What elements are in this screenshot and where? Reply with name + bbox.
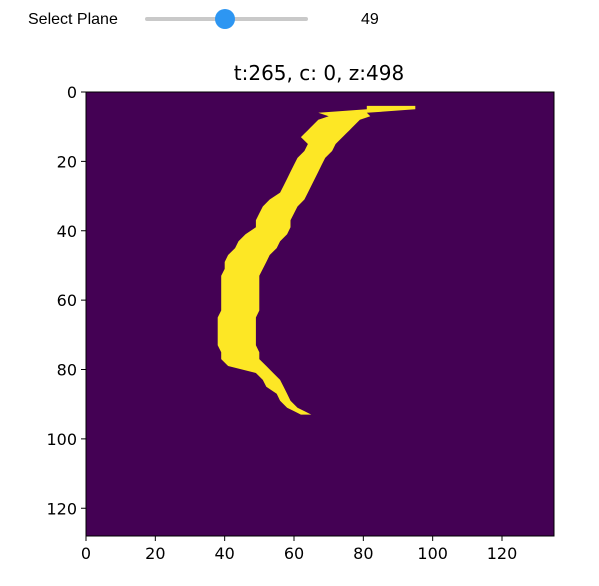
plot-area	[85, 91, 555, 537]
plane-slider-handle[interactable]	[215, 9, 235, 29]
y-tick-label: 0	[67, 83, 77, 102]
y-tick-label: 60	[57, 291, 77, 310]
y-tick-label: 20	[57, 152, 77, 171]
x-tick-label: 60	[284, 544, 304, 563]
y-tick-label: 40	[57, 222, 77, 241]
y-tick-label: 100	[46, 430, 77, 449]
x-tick-label: 80	[353, 544, 373, 563]
x-tick-label: 20	[145, 544, 165, 563]
x-tick-label: 120	[487, 544, 518, 563]
plot-title: t:265, c: 0, z:498	[234, 61, 404, 85]
x-axis: 0 20 40 60 80 100 120	[81, 536, 517, 563]
plot-frame	[85, 91, 555, 537]
x-tick-label: 100	[417, 544, 448, 563]
segmentation-mask-plot: t:265, c: 0, z:498 0 20 40 60 80 100 120 0 20 40…	[46, 61, 555, 563]
plane-selector: Select Plane 49	[0, 0, 599, 40]
x-tick-label: 0	[81, 544, 91, 563]
mask-foreground-region	[217, 105, 416, 415]
slider-label: Select Plane	[28, 11, 118, 28]
x-tick-label: 40	[214, 544, 234, 563]
y-tick-label: 80	[57, 361, 77, 380]
slider-value-readout: 49	[361, 11, 379, 28]
y-axis: 0 20 40 60 80 100 120	[46, 83, 86, 518]
y-tick-label: 120	[46, 499, 77, 518]
